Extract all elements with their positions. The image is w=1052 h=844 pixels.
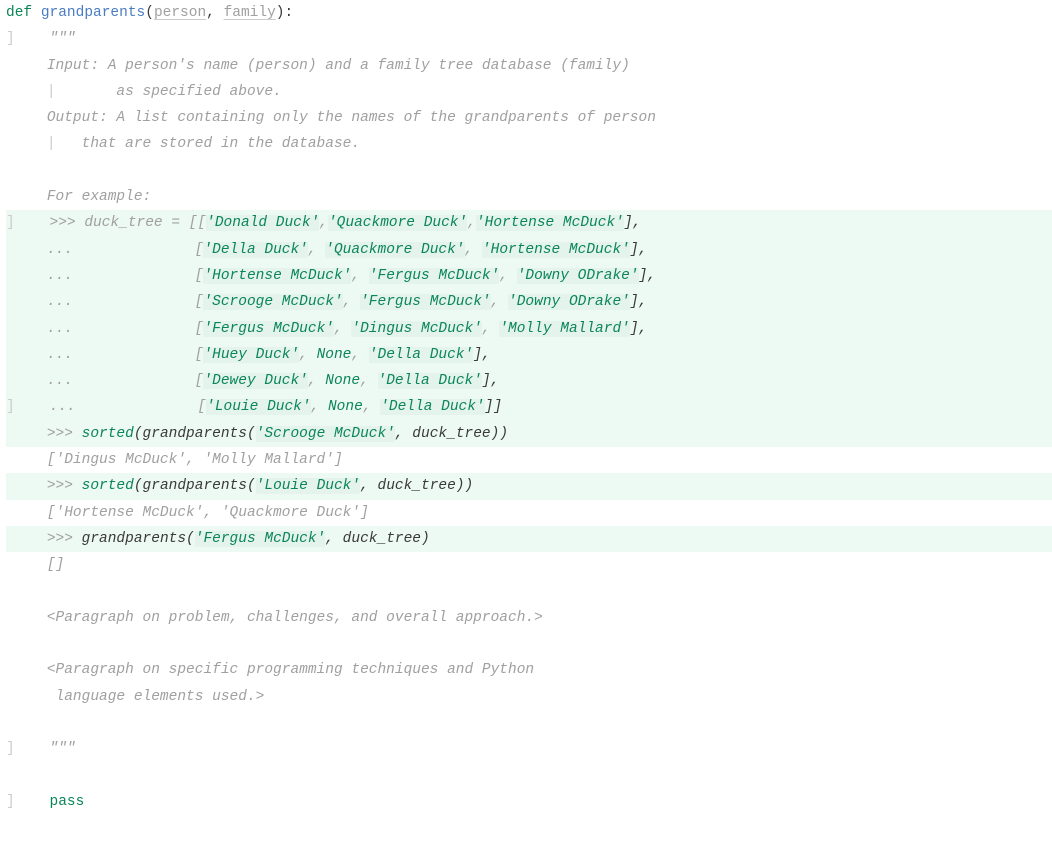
- string-literal: 'Molly Mallard': [499, 321, 630, 337]
- string-literal: 'Louie Duck': [206, 399, 310, 415]
- string-literal: 'Della Duck': [203, 242, 307, 258]
- code-line: ['Hortense McDuck', 'Quackmore Duck']: [6, 500, 1052, 526]
- code-line: ... ['Hortense McDuck', 'Fergus McDuck',…: [6, 263, 1052, 289]
- code-line: ] pass: [6, 789, 1052, 815]
- doctest-result: ['Hortense McDuck', 'Quackmore Duck']: [47, 505, 369, 521]
- string-literal: 'Quackmore Duck': [325, 242, 464, 258]
- code-line: >>> sorted(grandparents('Louie Duck', du…: [6, 473, 1052, 499]
- code-line: [6, 710, 1052, 736]
- gutter-marker: ]: [6, 741, 15, 757]
- doctest-result: []: [47, 557, 64, 573]
- keyword-pass: pass: [50, 794, 85, 810]
- string-literal: 'Fergus McDuck': [203, 321, 334, 337]
- code-line: >>> grandparents('Fergus McDuck', duck_t…: [6, 526, 1052, 552]
- docstring-text: For example:: [47, 189, 151, 205]
- docstring-placeholder: <Paragraph on specific programming techn…: [47, 662, 534, 678]
- code-line: ] """: [6, 736, 1052, 762]
- docstring-text: that are stored in the database.: [56, 136, 361, 152]
- doctest-cont: ... [: [47, 321, 204, 337]
- builtin-sorted: sorted: [82, 426, 134, 442]
- gutter-marker: ]: [6, 31, 15, 47]
- gutter-marker: ]: [6, 215, 15, 231]
- string-literal: 'Downy ODrake': [517, 268, 639, 284]
- doctest-cont: ... [: [47, 268, 204, 284]
- code-line: [6, 763, 1052, 789]
- string-literal: 'Hortense McDuck': [476, 215, 624, 231]
- call-args: , duck_tree): [325, 531, 429, 547]
- builtin-sorted: sorted: [82, 478, 134, 494]
- docstring-placeholder: language elements used.>: [47, 689, 265, 705]
- call-args: , duck_tree)): [360, 478, 473, 494]
- code-line: ] >>> duck_tree = [['Donald Duck','Quack…: [6, 210, 1052, 236]
- string-literal: 'Scrooge McDuck': [203, 294, 342, 310]
- string-literal: 'Huey Duck': [203, 347, 299, 363]
- doctest-cont: ... [: [50, 399, 207, 415]
- code-line: ... ['Scrooge McDuck', 'Fergus McDuck', …: [6, 289, 1052, 315]
- string-literal: 'Quackmore Duck': [328, 215, 467, 231]
- code-line: ... ['Della Duck', 'Quackmore Duck', 'Ho…: [6, 237, 1052, 263]
- code-line: <Paragraph on problem, challenges, and o…: [6, 605, 1052, 631]
- string-literal: 'Dingus McDuck': [351, 321, 482, 337]
- string-literal: 'Dewey Duck': [203, 373, 307, 389]
- code-line: ... ['Fergus McDuck', 'Dingus McDuck', '…: [6, 316, 1052, 342]
- string-literal: 'Della Duck': [378, 373, 482, 389]
- code-line: ... ['Dewey Duck', None, 'Della Duck'],: [6, 368, 1052, 394]
- code-line: [6, 579, 1052, 605]
- code-line: [6, 631, 1052, 657]
- docstring-open: """: [50, 31, 76, 47]
- string-literal: 'Fergus McDuck': [369, 268, 500, 284]
- docstring-close: """: [50, 741, 76, 757]
- param-person: person: [154, 5, 206, 21]
- code-line: ... ['Huey Duck', None, 'Della Duck'],: [6, 342, 1052, 368]
- string-literal: 'Hortense McDuck': [203, 268, 351, 284]
- gutter-marker: ]: [6, 794, 15, 810]
- code-line: Output: A list containing only the names…: [6, 105, 1052, 131]
- string-literal: 'Scrooge McDuck': [256, 426, 395, 442]
- call-args: , duck_tree)): [395, 426, 508, 442]
- code-line: ] """: [6, 26, 1052, 52]
- code-line: For example:: [6, 184, 1052, 210]
- docstring-text: as specified above.: [56, 84, 282, 100]
- doctest-prompt: >>>: [47, 478, 82, 494]
- doctest-prompt: >>>: [47, 531, 82, 547]
- code-line: [6, 158, 1052, 184]
- doctest-cont: ... [: [47, 294, 204, 310]
- code-line: language elements used.>: [6, 684, 1052, 710]
- function-name: grandparents: [41, 5, 145, 21]
- gutter-marker: ]: [6, 399, 15, 415]
- doctest-cont: ... [: [47, 242, 204, 258]
- docstring-text: Input: A person's name (person) and a fa…: [47, 58, 630, 74]
- string-literal: 'Fergus McDuck': [360, 294, 491, 310]
- string-literal: 'Donald Duck': [206, 215, 319, 231]
- param-family: family: [224, 5, 276, 21]
- none-literal: None: [317, 347, 352, 363]
- none-literal: None: [328, 399, 363, 415]
- doctest-prompt: >>> duck_tree = [[: [50, 215, 207, 231]
- none-literal: None: [325, 373, 360, 389]
- code-line: []: [6, 552, 1052, 578]
- doctest-result: ['Dingus McDuck', 'Molly Mallard']: [47, 452, 343, 468]
- string-literal: 'Della Duck': [369, 347, 473, 363]
- string-literal: 'Fergus McDuck': [195, 531, 326, 547]
- doctest-cont: ... [: [47, 373, 204, 389]
- code-line: <Paragraph on specific programming techn…: [6, 657, 1052, 683]
- string-literal: 'Downy ODrake': [508, 294, 630, 310]
- code-line: | as specified above.: [6, 79, 1052, 105]
- code-line: | that are stored in the database.: [6, 131, 1052, 157]
- code-line: def grandparents(person, family):: [6, 0, 1052, 26]
- docstring-placeholder: <Paragraph on problem, challenges, and o…: [47, 610, 543, 626]
- code-line: ] ... ['Louie Duck', None, 'Della Duck']…: [6, 394, 1052, 420]
- doctest-cont: ... [: [47, 347, 204, 363]
- string-literal: 'Della Duck': [380, 399, 484, 415]
- keyword-def: def: [6, 5, 32, 21]
- code-line: ['Dingus McDuck', 'Molly Mallard']: [6, 447, 1052, 473]
- doctest-prompt: >>>: [47, 426, 82, 442]
- string-literal: 'Louie Duck': [256, 478, 360, 494]
- code-line: Input: A person's name (person) and a fa…: [6, 53, 1052, 79]
- docstring-text: Output: A list containing only the names…: [47, 110, 656, 126]
- code-line: >>> sorted(grandparents('Scrooge McDuck'…: [6, 421, 1052, 447]
- string-literal: 'Hortense McDuck': [482, 242, 630, 258]
